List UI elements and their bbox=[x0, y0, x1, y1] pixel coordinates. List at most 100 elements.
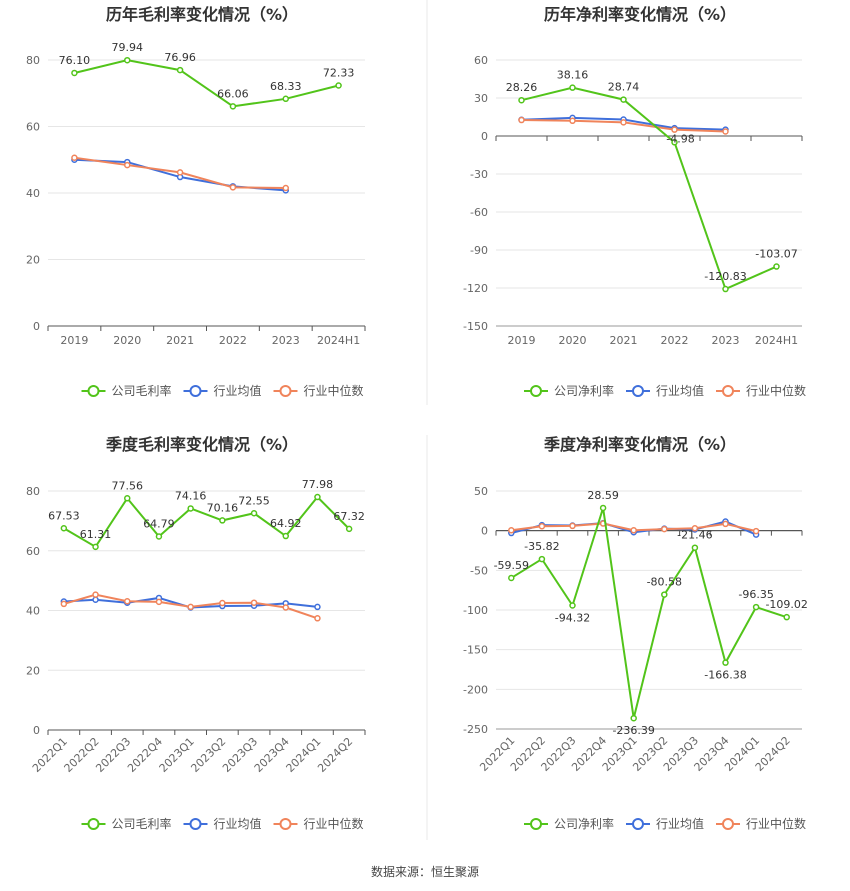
data-point-company bbox=[773, 263, 780, 270]
data-label: 76.10 bbox=[59, 54, 91, 67]
data-source: 数据来源：恒生聚源 bbox=[371, 864, 479, 879]
legend-item-median: 行业中位数 bbox=[273, 816, 364, 831]
data-point-company bbox=[620, 96, 627, 103]
y-tick-label: 60 bbox=[26, 121, 40, 134]
data-point-company bbox=[508, 574, 515, 582]
data-point-company bbox=[282, 95, 289, 103]
y-tick-label: 80 bbox=[26, 485, 40, 498]
y-tick-label: 50 bbox=[474, 485, 488, 498]
data-point-company bbox=[250, 510, 258, 517]
data-label: -103.07 bbox=[755, 248, 797, 261]
data-point-company bbox=[538, 555, 546, 563]
data-point-median bbox=[691, 525, 699, 532]
data-point-median bbox=[661, 525, 668, 533]
data-point-median bbox=[752, 527, 760, 535]
data-label: -59.59 bbox=[494, 559, 529, 572]
data-point-median bbox=[508, 527, 515, 534]
data-point-median bbox=[124, 161, 131, 169]
x-tick-label: 2023 bbox=[272, 334, 300, 347]
data-label: 38.16 bbox=[557, 69, 589, 82]
legend-item-avg: 行业均值 bbox=[626, 383, 704, 398]
y-tick-label: 60 bbox=[26, 545, 40, 558]
data-point-company bbox=[229, 103, 237, 110]
data-point-median bbox=[722, 520, 729, 528]
data-label: -166.38 bbox=[704, 669, 746, 682]
data-point-company bbox=[345, 525, 353, 533]
data-point-company bbox=[60, 525, 68, 532]
data-point-company bbox=[314, 493, 321, 501]
data-point-company bbox=[124, 56, 131, 64]
x-tick-label: 2024H1 bbox=[317, 334, 360, 347]
y-tick-label: 0 bbox=[481, 525, 488, 538]
legend-marker bbox=[279, 818, 292, 830]
data-point-company bbox=[176, 66, 184, 74]
y-tick-label: 20 bbox=[26, 664, 40, 677]
data-label: -35.82 bbox=[524, 540, 559, 553]
data-point-company bbox=[630, 714, 637, 722]
data-point-avg bbox=[92, 596, 99, 603]
y-tick-label: -100 bbox=[463, 604, 488, 617]
y-tick-label: -50 bbox=[470, 564, 488, 577]
data-point-company bbox=[783, 613, 790, 621]
data-label: 77.98 bbox=[302, 478, 334, 491]
legend-marker bbox=[279, 385, 292, 397]
legend-item-median: 行业中位数 bbox=[273, 383, 364, 398]
x-tick-label: 2021 bbox=[610, 334, 638, 347]
legend-marker bbox=[87, 818, 100, 830]
y-tick-label: 0 bbox=[481, 130, 488, 143]
y-tick-label: -150 bbox=[463, 644, 488, 657]
legend-marker bbox=[87, 385, 100, 397]
data-point-company bbox=[187, 505, 194, 512]
y-tick-label: 80 bbox=[26, 54, 40, 67]
data-point-median bbox=[671, 126, 678, 133]
chart-title: 季度净利率变化情况（%） bbox=[543, 435, 736, 454]
data-label: 61.31 bbox=[80, 528, 112, 541]
y-tick-label: -200 bbox=[463, 683, 488, 696]
data-point-median bbox=[92, 591, 99, 598]
chart-title: 历年净利率变化情况（%） bbox=[544, 5, 736, 24]
data-point-company bbox=[691, 544, 699, 551]
legend-label: 行业中位数 bbox=[304, 383, 364, 398]
x-tick-label: 2022 bbox=[219, 334, 247, 347]
data-point-avg bbox=[314, 603, 321, 611]
legend-marker bbox=[722, 818, 734, 830]
legend-item-median: 行业中位数 bbox=[716, 383, 806, 398]
series-line-company bbox=[74, 59, 339, 108]
x-tick-label: 2019 bbox=[508, 334, 536, 347]
data-point-median bbox=[176, 169, 184, 176]
y-tick-label: -60 bbox=[470, 206, 488, 219]
y-tick-label: 0 bbox=[33, 724, 40, 737]
data-label: -4.98 bbox=[666, 132, 694, 145]
data-label: 70.16 bbox=[207, 501, 239, 514]
legend-marker bbox=[189, 385, 202, 397]
y-tick-label: 60 bbox=[474, 54, 488, 67]
data-point-company bbox=[752, 603, 760, 611]
x-tick-label: 2024H1 bbox=[755, 334, 798, 347]
y-tick-label: -150 bbox=[463, 320, 488, 333]
chart-title: 季度毛利率变化情况（%） bbox=[105, 435, 298, 454]
data-point-company bbox=[518, 96, 525, 104]
legend-label: 行业均值 bbox=[214, 383, 262, 398]
legend-item-company: 公司净利率 bbox=[524, 383, 614, 398]
data-label: 74.16 bbox=[175, 489, 207, 502]
legend-label: 行业均值 bbox=[656, 383, 704, 398]
x-tick-label: 2022 bbox=[661, 334, 689, 347]
legend-marker bbox=[530, 385, 542, 397]
data-label: 64.79 bbox=[143, 517, 175, 530]
data-label: -109.02 bbox=[765, 598, 807, 611]
data-point-median bbox=[569, 117, 576, 125]
legend-label: 行业中位数 bbox=[746, 816, 806, 831]
data-point-company bbox=[569, 84, 576, 91]
data-label: -96.35 bbox=[738, 588, 773, 601]
chart-panel-3: 季度毛利率变化情况（%）0204060802022Q12022Q22022Q32… bbox=[26, 435, 366, 831]
legend-marker bbox=[530, 818, 542, 830]
chart-title: 历年毛利率变化情况（%） bbox=[106, 5, 298, 24]
x-tick-label: 2020 bbox=[559, 334, 587, 347]
data-point-company bbox=[599, 504, 607, 512]
data-label: 76.96 bbox=[164, 51, 196, 64]
y-tick-label: -30 bbox=[470, 168, 488, 181]
data-label: -94.32 bbox=[555, 611, 590, 624]
y-tick-label: 20 bbox=[26, 254, 40, 267]
data-point-median bbox=[518, 116, 525, 124]
data-point-median bbox=[282, 184, 289, 192]
